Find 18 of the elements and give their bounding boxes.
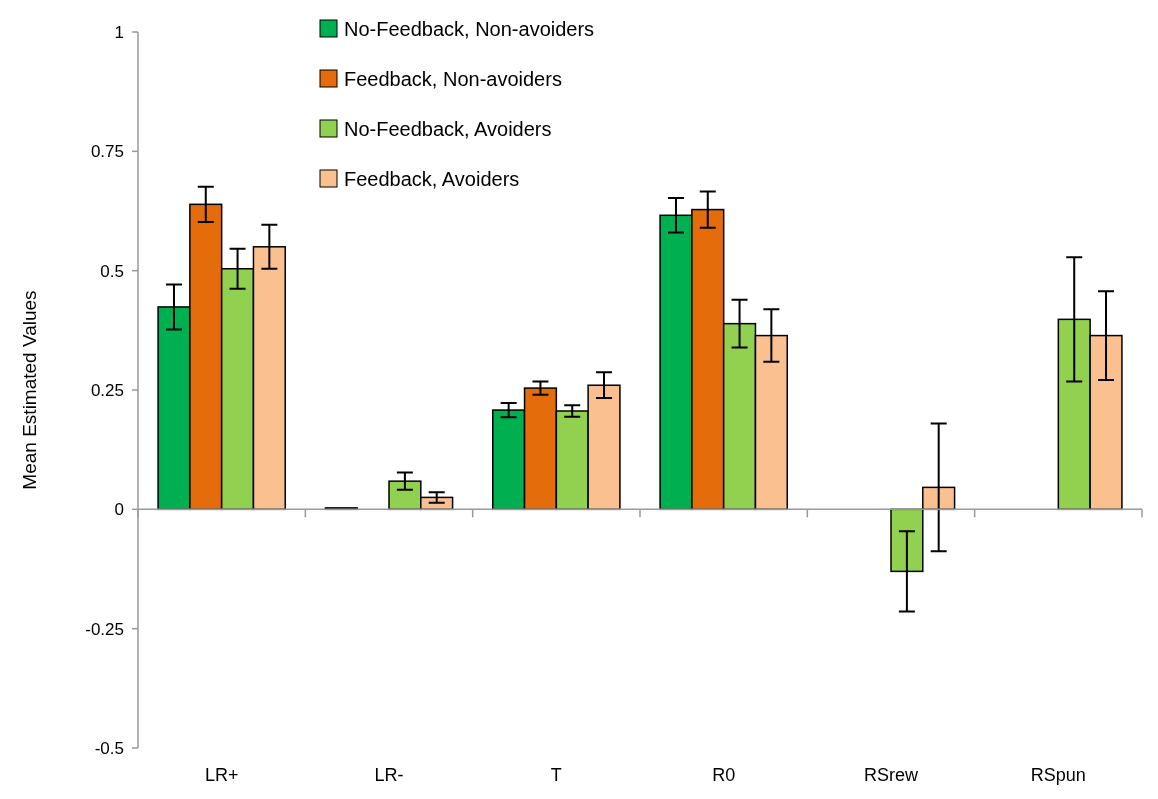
y-axis-title: Mean Estimated Values xyxy=(19,290,40,490)
y-tick-label: -0.25 xyxy=(85,619,124,639)
y-tick-label: 1 xyxy=(114,22,124,42)
x-tick-label: RSrew xyxy=(863,765,919,785)
x-tick-label: LR+ xyxy=(204,765,239,785)
x-tick-label: T xyxy=(550,765,562,785)
legend-label: No-Feedback, Non-avoiders xyxy=(344,18,595,40)
legend-label: Feedback, Avoiders xyxy=(344,168,520,190)
y-tick-label: 0.5 xyxy=(100,261,124,281)
x-tick-label: R0 xyxy=(712,765,736,785)
y-tick-label: -0.5 xyxy=(94,738,124,758)
legend-label: No-Feedback, Avoiders xyxy=(344,118,552,140)
y-tick-label: 0.25 xyxy=(90,380,124,400)
y-tick-label: 0 xyxy=(114,500,124,520)
x-tick-label: RSpun xyxy=(1030,765,1086,785)
legend-label: Feedback, Non-avoiders xyxy=(344,68,562,90)
y-tick-label: 0.75 xyxy=(90,142,124,162)
x-tick-label: LR- xyxy=(374,765,404,785)
